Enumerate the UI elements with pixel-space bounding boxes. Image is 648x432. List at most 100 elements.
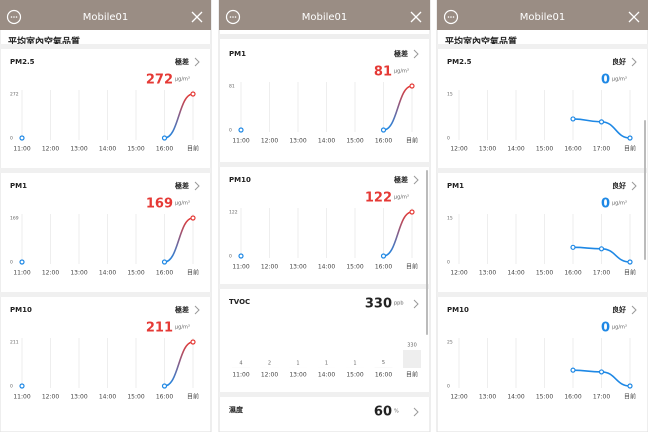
header-bar <box>0 0 211 30</box>
x-tick-label: 11:00 <box>13 394 30 401</box>
y-tick-label: 122 <box>229 210 238 216</box>
data-point <box>409 209 415 215</box>
bar-label: 4 <box>239 360 242 366</box>
x-tick-label: 16:00 <box>564 394 581 401</box>
y-tick-label: 211 <box>10 340 19 346</box>
trend-line <box>601 371 631 387</box>
x-tick-label: 13:00 <box>289 372 306 379</box>
chevron[interactable] <box>631 57 637 67</box>
x-tick-label: 13:00 <box>70 270 87 277</box>
x-tick-label: 16:00 <box>375 264 392 271</box>
data-point <box>19 135 25 141</box>
x-tick-label: 11:00 <box>232 138 249 145</box>
y-tick-label: 0 <box>10 136 13 142</box>
metric-unit: % <box>394 409 399 415</box>
scrollbar[interactable] <box>426 170 428 335</box>
scrollbar[interactable] <box>644 120 646 260</box>
x-tick-label: 12:00 <box>450 394 467 401</box>
x-tick-label: 15:00 <box>536 394 553 401</box>
x-tick-label: 11:00 <box>13 146 30 153</box>
x-tick-label: 15:00 <box>536 146 553 153</box>
x-tick-label: 12:00 <box>42 394 59 401</box>
separator <box>437 44 648 49</box>
metric-unit: μg/m³ <box>175 325 190 331</box>
metric-value: 0 <box>601 321 610 336</box>
chevron[interactable] <box>194 57 200 67</box>
bar-label: 5 <box>382 360 385 366</box>
separator <box>0 168 211 173</box>
close-button[interactable] <box>410 11 422 23</box>
x-tick-label: 13:00 <box>289 264 306 271</box>
metric-unit: μg/m³ <box>612 325 627 331</box>
header-title: Mobile01 <box>83 12 129 23</box>
bar-label: 1 <box>353 360 356 366</box>
chevron[interactable] <box>194 181 200 191</box>
chevron[interactable] <box>413 49 419 59</box>
status: 極差 <box>174 181 189 190</box>
chevron[interactable] <box>413 299 419 309</box>
chevron[interactable] <box>413 407 419 417</box>
x-tick-label: 14:00 <box>507 394 524 401</box>
x-tick-label: 目前 <box>624 393 636 401</box>
separator <box>0 44 211 49</box>
metric-unit: μg/m³ <box>394 195 409 201</box>
menu-button[interactable] <box>443 9 459 25</box>
data-point <box>238 253 244 259</box>
data-point <box>598 119 605 125</box>
bar-label: 1 <box>296 360 299 366</box>
data-point <box>19 259 25 265</box>
status: 良好 <box>612 181 626 190</box>
close-button[interactable] <box>628 11 640 23</box>
x-tick-label: 12:00 <box>450 146 467 153</box>
metric-value: 81 <box>374 65 392 80</box>
x-tick-label: 11:00 <box>232 264 249 271</box>
metric-unit: μg/m³ <box>612 201 627 207</box>
chevron[interactable] <box>194 305 200 315</box>
x-tick-label: 14:00 <box>99 270 116 277</box>
data-point <box>570 244 576 250</box>
close-button[interactable] <box>191 11 203 23</box>
metric-value: 272 <box>146 73 173 88</box>
trend-line <box>164 93 194 139</box>
x-tick-label: 17:00 <box>593 146 610 153</box>
x-tick-label: 15:00 <box>346 264 363 271</box>
x-tick-label: 13:00 <box>70 394 87 401</box>
data-point <box>19 383 25 389</box>
menu-button[interactable] <box>6 9 22 25</box>
panel-bg <box>436 0 648 432</box>
x-tick-label: 13:00 <box>70 146 87 153</box>
x-tick-label: 16:00 <box>156 146 173 153</box>
x-tick-label: 14:00 <box>318 372 335 379</box>
panel-bg <box>0 0 212 432</box>
x-tick-label: 17:00 <box>593 394 610 401</box>
bar-label: 330 <box>407 343 417 349</box>
chevron[interactable] <box>413 175 419 185</box>
x-tick-label: 15:00 <box>346 372 363 379</box>
x-tick-label: 14:00 <box>507 146 524 153</box>
metric-value: 0 <box>601 197 610 212</box>
metric-name: PM2.5 <box>447 58 472 66</box>
x-tick-label: 13:00 <box>479 270 496 277</box>
chevron[interactable] <box>631 305 637 315</box>
chevron[interactable] <box>631 181 637 191</box>
separator <box>219 34 430 39</box>
x-tick-label: 13:00 <box>479 146 496 153</box>
menu-dot <box>232 16 234 18</box>
x-tick-label: 目前 <box>624 269 636 277</box>
bar-label: 2 <box>268 360 271 366</box>
trend-line <box>164 341 194 387</box>
y-tick-label: 0 <box>10 260 13 266</box>
x-tick-label: 16:00 <box>375 138 392 145</box>
separator <box>219 392 430 397</box>
metric-unit: ppb <box>394 301 404 307</box>
menu-button[interactable] <box>225 9 241 25</box>
bar-label: 1 <box>325 360 328 366</box>
x-tick-label: 16:00 <box>156 394 173 401</box>
metric-name: PM1 <box>10 182 27 190</box>
data-point <box>598 369 605 375</box>
x-tick-label: 16:00 <box>564 270 581 277</box>
status: 極差 <box>393 175 408 184</box>
panel-bg <box>218 0 431 432</box>
x-tick-label: 目前 <box>187 269 199 277</box>
